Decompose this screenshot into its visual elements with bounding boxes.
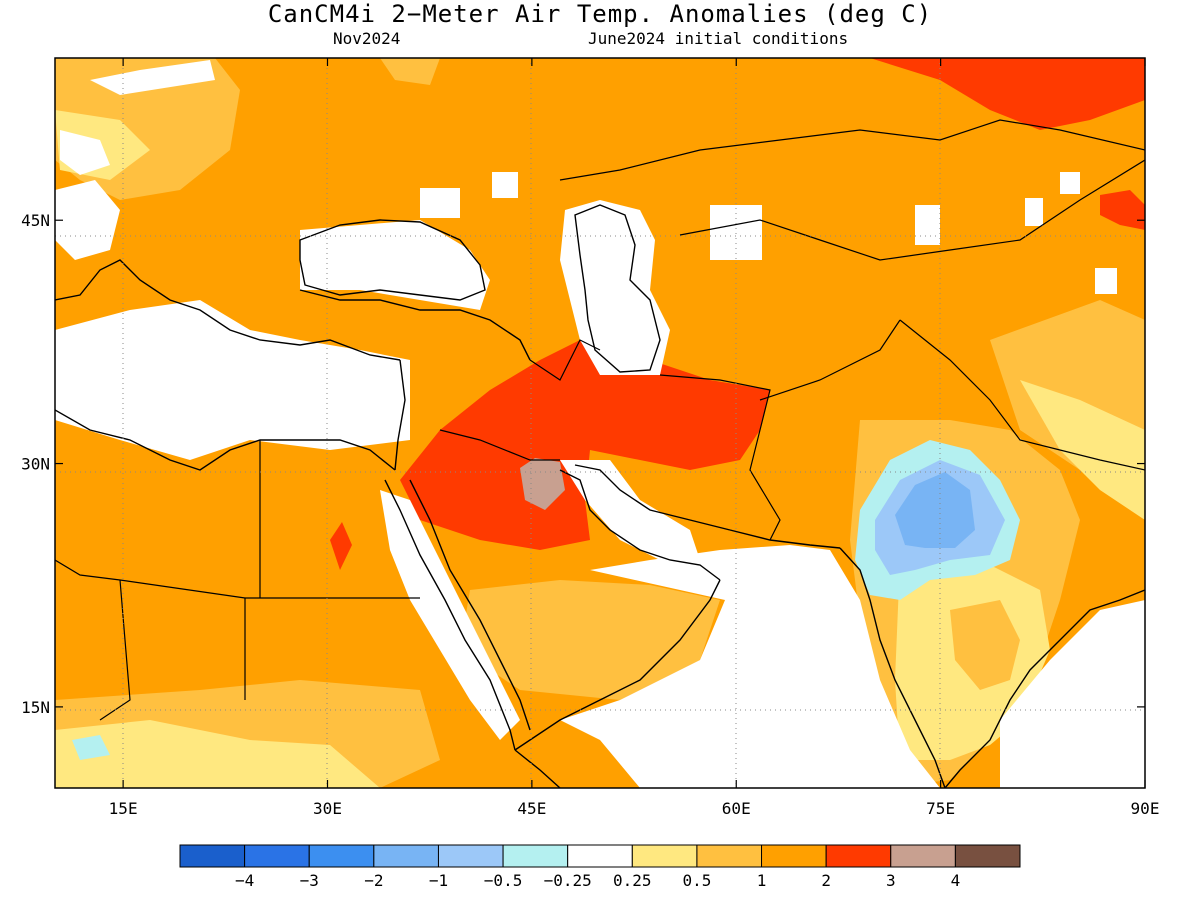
forecast-month: Nov2024 [333, 29, 401, 48]
lon-label-5: 90E [1131, 799, 1160, 818]
arabian-sea-white [560, 545, 940, 788]
colorbar-label-8: 1 [757, 871, 767, 890]
colorbar-label-11: 4 [951, 871, 961, 890]
lat-label-1: 30N [21, 455, 50, 474]
lat-label-0: 45N [21, 211, 50, 230]
colorbar-swatch-9 [761, 844, 827, 868]
borders [55, 119, 1145, 721]
colorbar-swatch-5 [502, 844, 569, 868]
lon-label-4: 75E [926, 799, 955, 818]
colorbar-swatch-12 [954, 844, 1021, 868]
lon-label-0: 15E [109, 799, 138, 818]
colorbar-swatch-0 [179, 844, 246, 868]
colorbar-label-1: −3 [300, 871, 319, 890]
colorbar-swatch-2 [308, 844, 375, 868]
colorbar-swatch-3 [373, 844, 439, 868]
coastlines [55, 204, 1145, 788]
map-title: CanCM4i 2−Meter Air Temp. Anomalies (deg… [267, 0, 933, 28]
colorbar-swatch-4 [437, 844, 504, 868]
colorbar-swatch-11 [890, 844, 956, 868]
colorbar-label-2: −2 [364, 871, 383, 890]
colorbar-label-5: −0.25 [544, 871, 592, 890]
axis-ticks: 15E 30E 45E 60E 75E 90E 45N 30N 15N [21, 58, 1159, 818]
colorbar-label-10: 3 [886, 871, 896, 890]
colorbar-label-4: −0.5 [484, 871, 523, 890]
initial-conditions: June2024 initial conditions [588, 29, 849, 48]
colorbar-label-9: 2 [821, 871, 831, 890]
colorbar-swatch-1 [244, 844, 310, 868]
red-anomaly-middle-east [400, 340, 770, 550]
mediterranean-white [55, 300, 410, 460]
colorbar: −4 −3 −2 −1 −0.5 −0.25 0.25 0.5 1 2 3 4 [179, 844, 1021, 890]
lon-label-1: 30E [313, 799, 342, 818]
colorbar-label-7: 0.5 [682, 871, 711, 890]
colorbar-swatch-8 [696, 844, 763, 868]
anomaly-field [55, 58, 1145, 788]
colorbar-label-0: −4 [235, 871, 254, 890]
map-frame [54, 57, 1146, 789]
colorbar-swatch-10 [825, 844, 892, 868]
red-anomaly-siberia [870, 58, 1145, 130]
lon-label-3: 60E [722, 799, 751, 818]
colorbar-label-6: 0.25 [613, 871, 652, 890]
colorbar-label-3: −1 [429, 871, 448, 890]
lat-label-2: 15N [21, 698, 50, 717]
colorbar-swatch-7 [631, 844, 698, 868]
high-anomaly-iraq [520, 458, 565, 510]
gridlines [55, 58, 1145, 788]
lon-label-2: 45E [517, 799, 546, 818]
colorbar-swatch-6 [567, 844, 633, 868]
